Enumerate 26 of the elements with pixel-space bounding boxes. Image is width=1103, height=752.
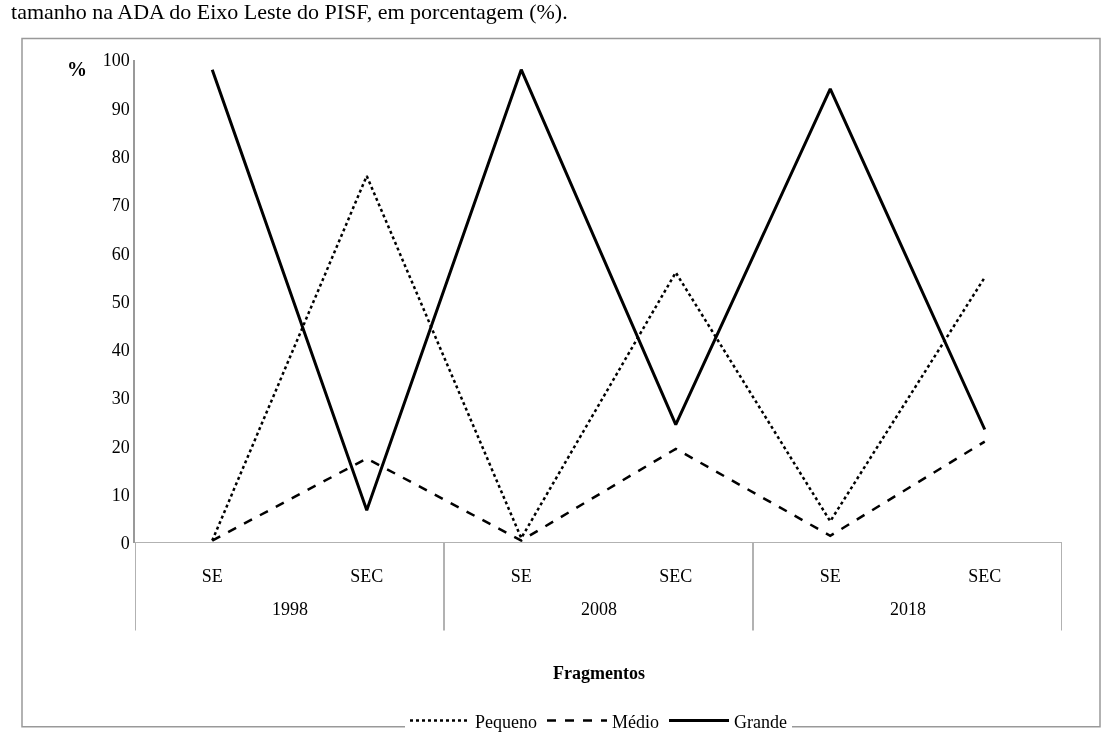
legend-label: Grande xyxy=(734,711,787,732)
y-tick-label: 40 xyxy=(111,340,130,361)
y-tick-label: 80 xyxy=(111,146,130,167)
y-tick-label: 100 xyxy=(102,50,130,71)
x-tick-label: SEC xyxy=(968,566,1002,586)
chart-title: tamanho na ADA do Eixo Leste do PISF, em porcentagem (%). xyxy=(11,0,568,25)
y-tick-label: 90 xyxy=(111,98,130,119)
y-tick-label: 30 xyxy=(111,388,130,409)
x-tick-label: SE xyxy=(819,566,841,586)
y-tick-label: 70 xyxy=(111,195,130,216)
x-tick-label: SE xyxy=(201,566,223,586)
x-axis-title: Fragmentos xyxy=(553,663,645,683)
y-axis-title: % xyxy=(67,58,87,80)
x-tick-label: SEC xyxy=(350,566,384,586)
legend-label: Médio xyxy=(612,711,659,732)
text: 2018 xyxy=(890,599,926,619)
text: 2008 xyxy=(581,599,617,619)
y-tick-label: 20 xyxy=(111,436,130,457)
y-tick-label: 60 xyxy=(111,243,130,264)
y-tick-label: 50 xyxy=(111,291,130,312)
legend-label: Pequeno xyxy=(475,711,537,732)
x-tick-label: SEC xyxy=(659,566,693,586)
text: 1998 xyxy=(272,599,308,619)
y-tick-label: 10 xyxy=(111,485,130,505)
x-tick-label: SE xyxy=(510,566,532,586)
y-tick-label: 0 xyxy=(120,533,130,554)
